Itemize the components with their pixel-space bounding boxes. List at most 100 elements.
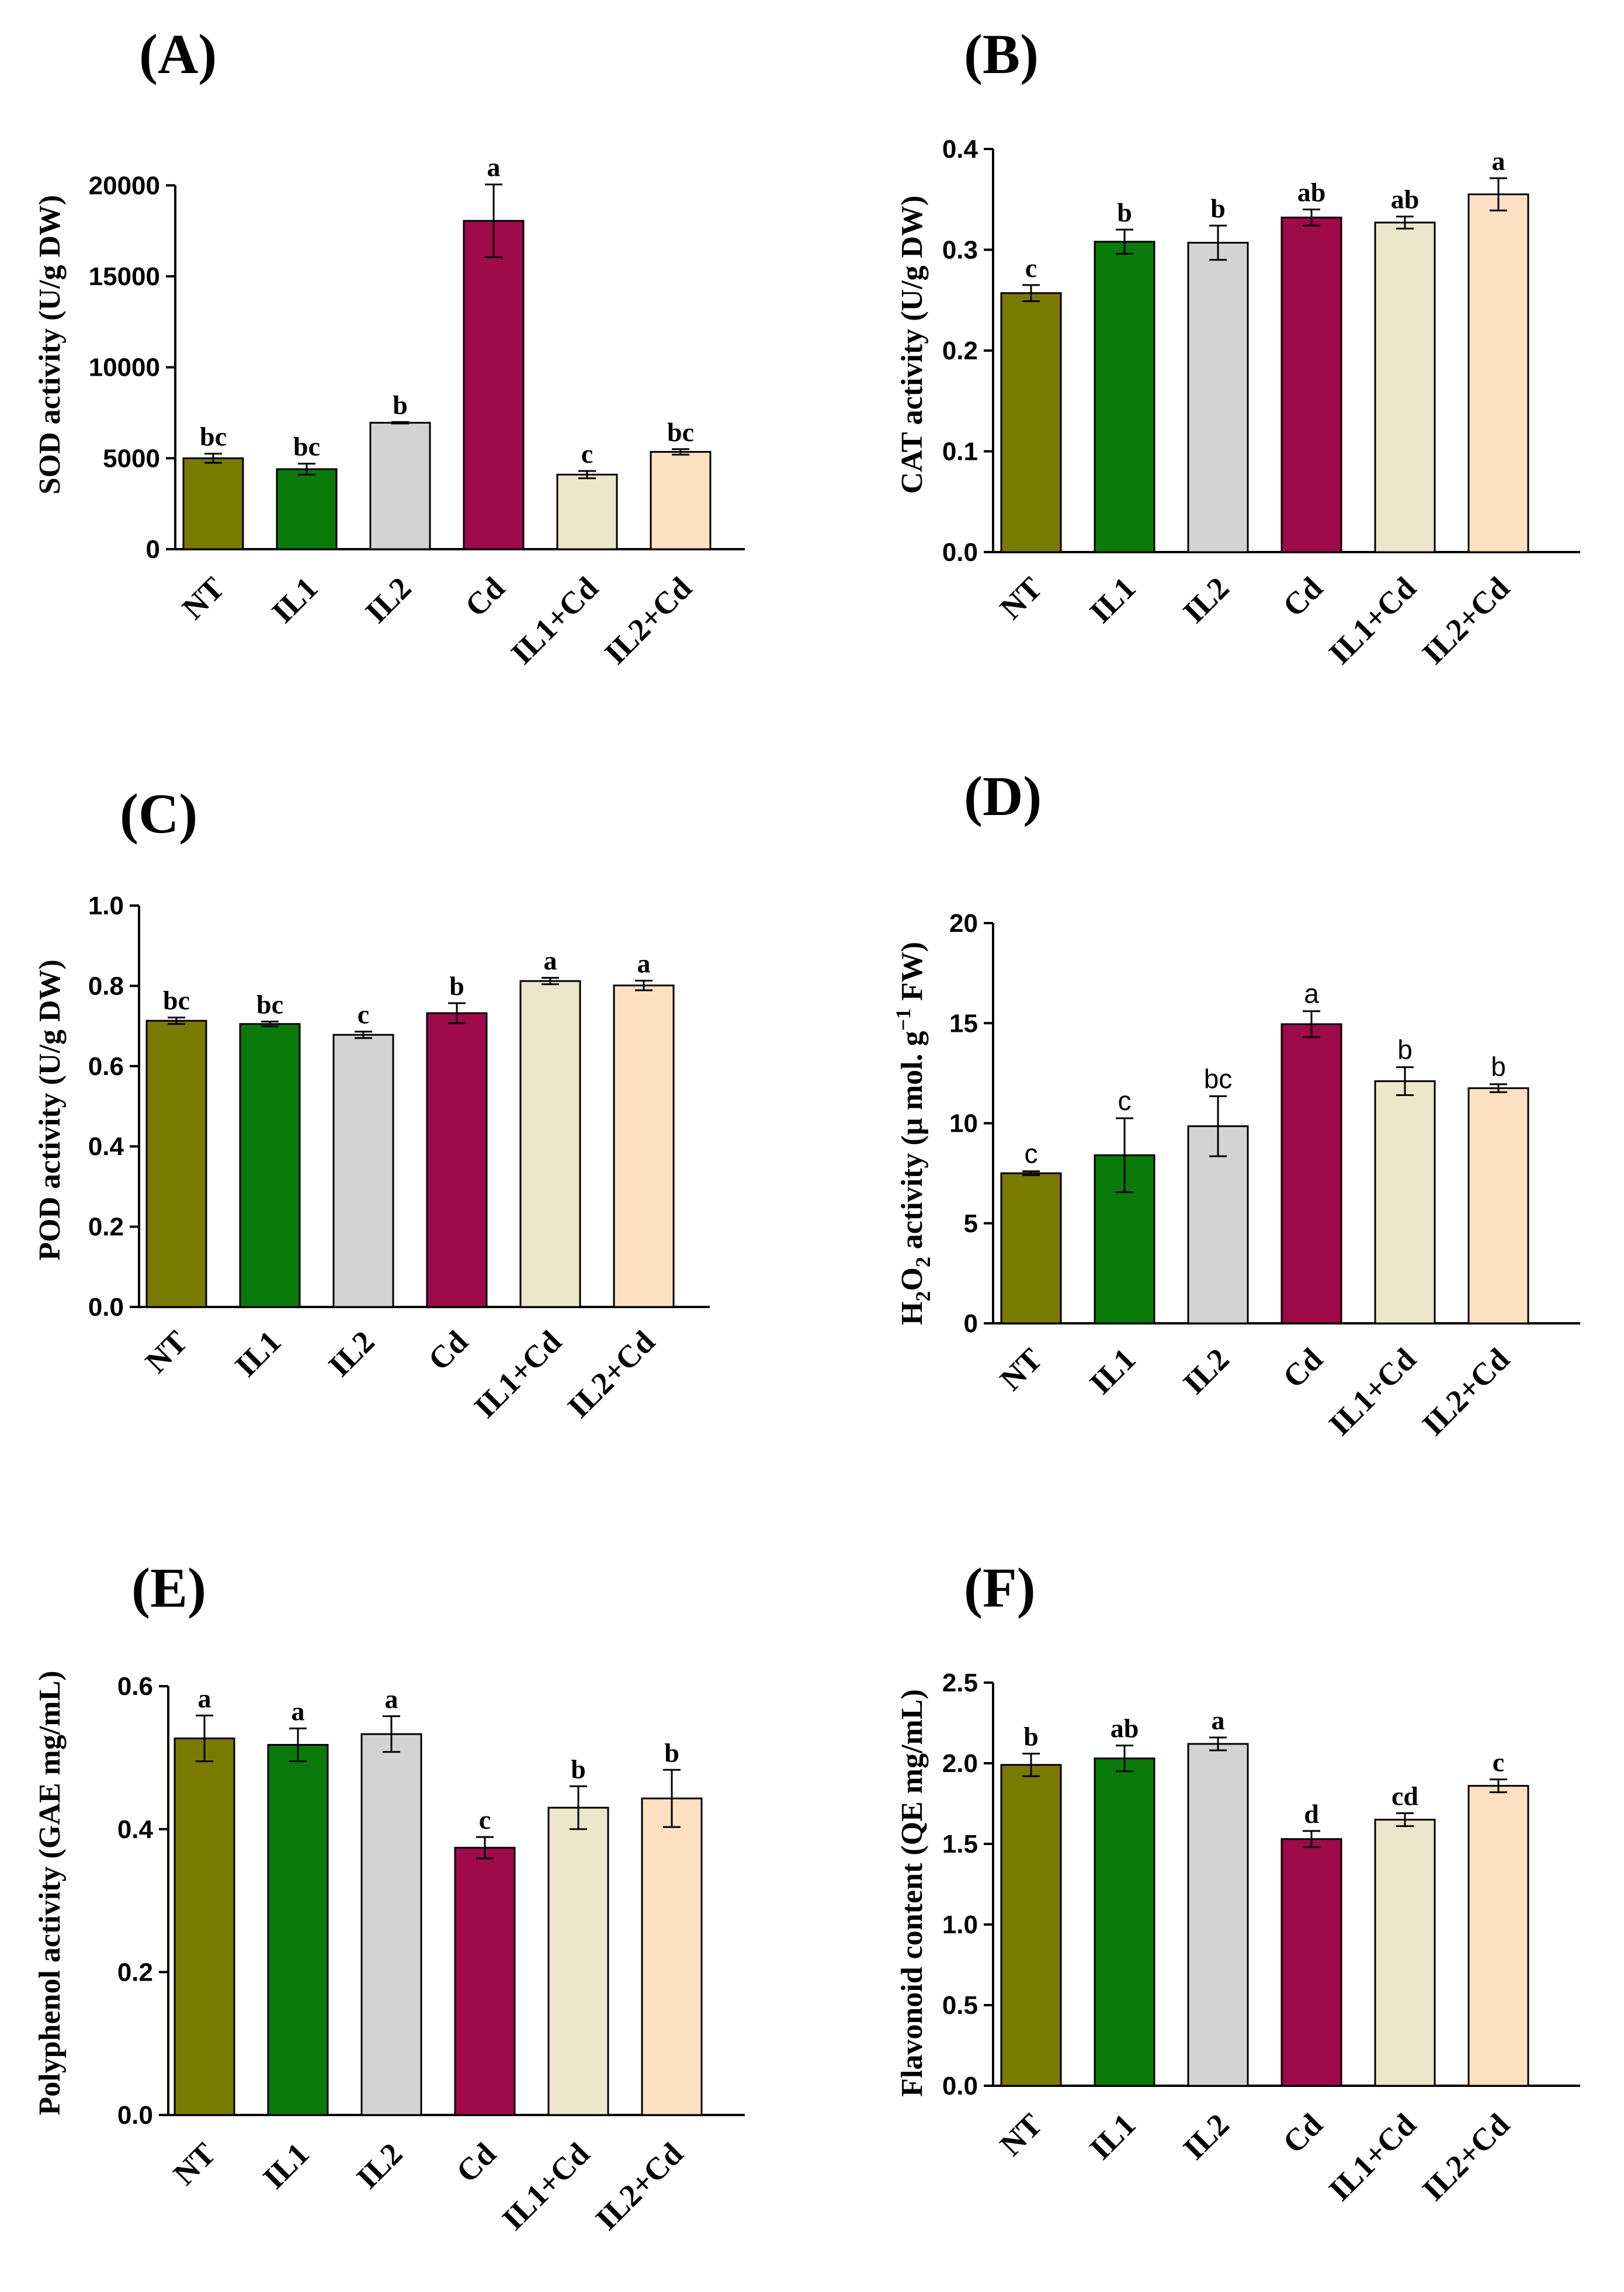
- panel-f-bar-il2-cd: [1467, 1785, 1529, 2087]
- panel-f-ytick-label: 1.0: [942, 1910, 978, 1939]
- panel-b-ylabel: CAT activity (U/g DW): [896, 196, 929, 494]
- panel-c-category-label: Cd: [421, 1324, 474, 1377]
- panel-d-category-label: NT: [993, 1341, 1049, 1397]
- panel-d-significance-letter: c: [1025, 1139, 1038, 1169]
- panel-b: (B) CAT activity (U/g DW) 0.0 0.1 0.2 0.3 0.…: [896, 23, 1580, 671]
- panel-f-significance-letter: b: [1023, 1721, 1039, 1751]
- panel-b-significance-letter: c: [1025, 253, 1037, 283]
- panel-f-significance-letter: cd: [1391, 1781, 1418, 1811]
- panel-f-bar-cd: [1281, 1838, 1342, 2087]
- panel-f-category-label: IL2: [1177, 2107, 1236, 2166]
- panel-d-ytick-label: 15: [949, 1009, 978, 1038]
- panel-c-ytick-label: 0.6: [88, 1052, 124, 1081]
- panel-e-significance-letter: b: [664, 1738, 679, 1767]
- panel-c: (C) POD activity (U/g DW) 0.0 0.2 0.4 0.6 0.…: [33, 782, 710, 1424]
- panel-b-significance-letter: b: [1117, 197, 1132, 227]
- panel-a-category-label: IL1+Cd: [504, 570, 605, 671]
- panel-c-ytick-label: 1.0: [88, 892, 124, 920]
- panel-b-category-label: IL2: [1177, 570, 1236, 630]
- panel-f-ytick-label: 0.0: [942, 2072, 978, 2100]
- panel-d-bar-il2-cd: [1467, 1087, 1529, 1324]
- panel-e-bar-il2: [360, 1733, 422, 2116]
- panel-e-category-label: IL2: [350, 2136, 410, 2196]
- panel-a-ylabel: SOD activity (U/g DW): [33, 195, 67, 495]
- panel-a-significance-letter: bc: [667, 417, 694, 447]
- panel-a: (A) SOD activity (U/g DW) 0 5000 10000 1500…: [33, 23, 745, 671]
- panel-c-significance-letter: a: [544, 946, 557, 976]
- panel-c-label: (C): [120, 782, 197, 845]
- panel-c-category-label: IL1: [228, 1324, 288, 1383]
- panel-d-bar-il1-cd: [1374, 1080, 1436, 1324]
- panel-e-significance-letter: a: [198, 1683, 211, 1713]
- panel-b-significance-letter: ab: [1297, 178, 1326, 207]
- panel-c-bar-il1-cd: [519, 980, 581, 1308]
- panel-e-category-label: Cd: [449, 2136, 502, 2189]
- panel-e-ytick-label: 0.0: [117, 2101, 153, 2130]
- panel-a-bar-il2-cd: [650, 450, 712, 550]
- panel-c-significance-letter: c: [358, 1000, 369, 1029]
- panel-d-bar-nt: [1000, 1172, 1062, 1324]
- panel-b-ytick-label: 0.2: [942, 337, 978, 365]
- panel-e-bar-nt: [173, 1737, 235, 2116]
- panel-e-bar-il2-cd: [641, 1797, 703, 2116]
- panel-b-significance-letter: b: [1210, 193, 1226, 223]
- panel-c-significance-letter: a: [637, 948, 651, 978]
- panel-a-category-label: IL2+Cd: [598, 570, 698, 671]
- panel-c-bar-il2-cd: [613, 984, 675, 1308]
- panel-f-bar-nt: [1000, 1764, 1062, 2087]
- panel-d-category-label: IL2: [1177, 1341, 1236, 1401]
- panel-a-bar-cd: [463, 220, 525, 550]
- panel-b-category-label: IL2+Cd: [1415, 570, 1516, 671]
- panel-a-category-label: NT: [175, 570, 231, 626]
- panel-f-significance-letter: ab: [1111, 1714, 1139, 1743]
- panel-f-category-label: IL1+Cd: [1322, 2107, 1422, 2207]
- panel-c-ytick-label: 0.8: [88, 972, 124, 1000]
- panel-f-significance-letter: a: [1212, 1705, 1225, 1735]
- panel-a-category-label: Cd: [458, 570, 511, 623]
- panel-f-category-label: NT: [993, 2107, 1049, 2162]
- panel-a-ytick-label: 10000: [89, 353, 160, 382]
- panel-a-bar-il1: [276, 468, 338, 550]
- panel-e-significance-letter: a: [385, 1684, 398, 1714]
- panel-c-bar-il1: [239, 1023, 301, 1308]
- panel-a-label: (A): [139, 23, 217, 85]
- panel-e-bar-cd: [454, 1847, 516, 2116]
- panel-b-label: (B): [964, 23, 1039, 85]
- panel-c-bar-nt: [145, 1020, 207, 1308]
- panel-a-significance-letter: bc: [200, 422, 227, 452]
- panel-c-category-label: IL2: [322, 1324, 381, 1383]
- panel-c-category-label: IL1+Cd: [467, 1324, 568, 1424]
- panel-c-category-label: NT: [138, 1324, 194, 1379]
- panel-e-ylabel: Polyphenol activity (GAE mg/mL): [33, 1670, 67, 2115]
- panel-b-bar-nt: [1000, 292, 1062, 553]
- panel-c-significance-letter: bc: [163, 986, 190, 1015]
- panel-d-ytick-label: 5: [964, 1209, 978, 1238]
- panel-a-ytick-label: 15000: [89, 262, 160, 291]
- panel-c-significance-letter: bc: [256, 990, 283, 1020]
- panel-a-bar-il2: [369, 422, 431, 550]
- panel-d-ytick-label: 20: [949, 909, 978, 938]
- panel-d-ytick-label: 10: [949, 1109, 978, 1138]
- panel-e-category-label: IL1+Cd: [495, 2136, 596, 2236]
- panel-d-significance-letter: a: [1304, 979, 1319, 1009]
- panel-f-ytick-label: 1.5: [942, 1830, 978, 1858]
- panel-f-ytick-label: 2.0: [942, 1749, 978, 1778]
- panel-d-category-label: IL2+Cd: [1415, 1341, 1516, 1442]
- panel-b-category-label: IL1: [1083, 570, 1143, 630]
- panel-b-significance-letter: a: [1492, 146, 1505, 176]
- panel-d-ylabel: H2O2 activity (µ mol. g−1 FW): [891, 942, 935, 1325]
- panel-a-significance-letter: a: [487, 152, 501, 182]
- panel-d-category-label: Cd: [1276, 1341, 1329, 1395]
- panel-e-ytick-label: 0.2: [117, 1958, 153, 1986]
- panel-a-category-label: IL1: [265, 570, 325, 630]
- panel-b-ytick-label: 0.4: [942, 135, 978, 164]
- panel-d-significance-letter: b: [1397, 1035, 1413, 1065]
- panel-e-ytick-label: 0.6: [117, 1672, 153, 1701]
- panel-f-significance-letter: c: [1493, 1747, 1504, 1777]
- panel-c-bar-il2: [332, 1034, 394, 1308]
- panel-d: (D) H2O2 activity (µ mol. g−1 FW) 0 5 10 15…: [891, 765, 1580, 1442]
- panel-a-significance-letter: c: [581, 439, 593, 469]
- panel-f-ytick-label: 0.5: [942, 1991, 978, 2020]
- panel-f-ytick-label: 2.5: [942, 1669, 978, 1697]
- panel-c-bar-cd: [426, 1012, 488, 1308]
